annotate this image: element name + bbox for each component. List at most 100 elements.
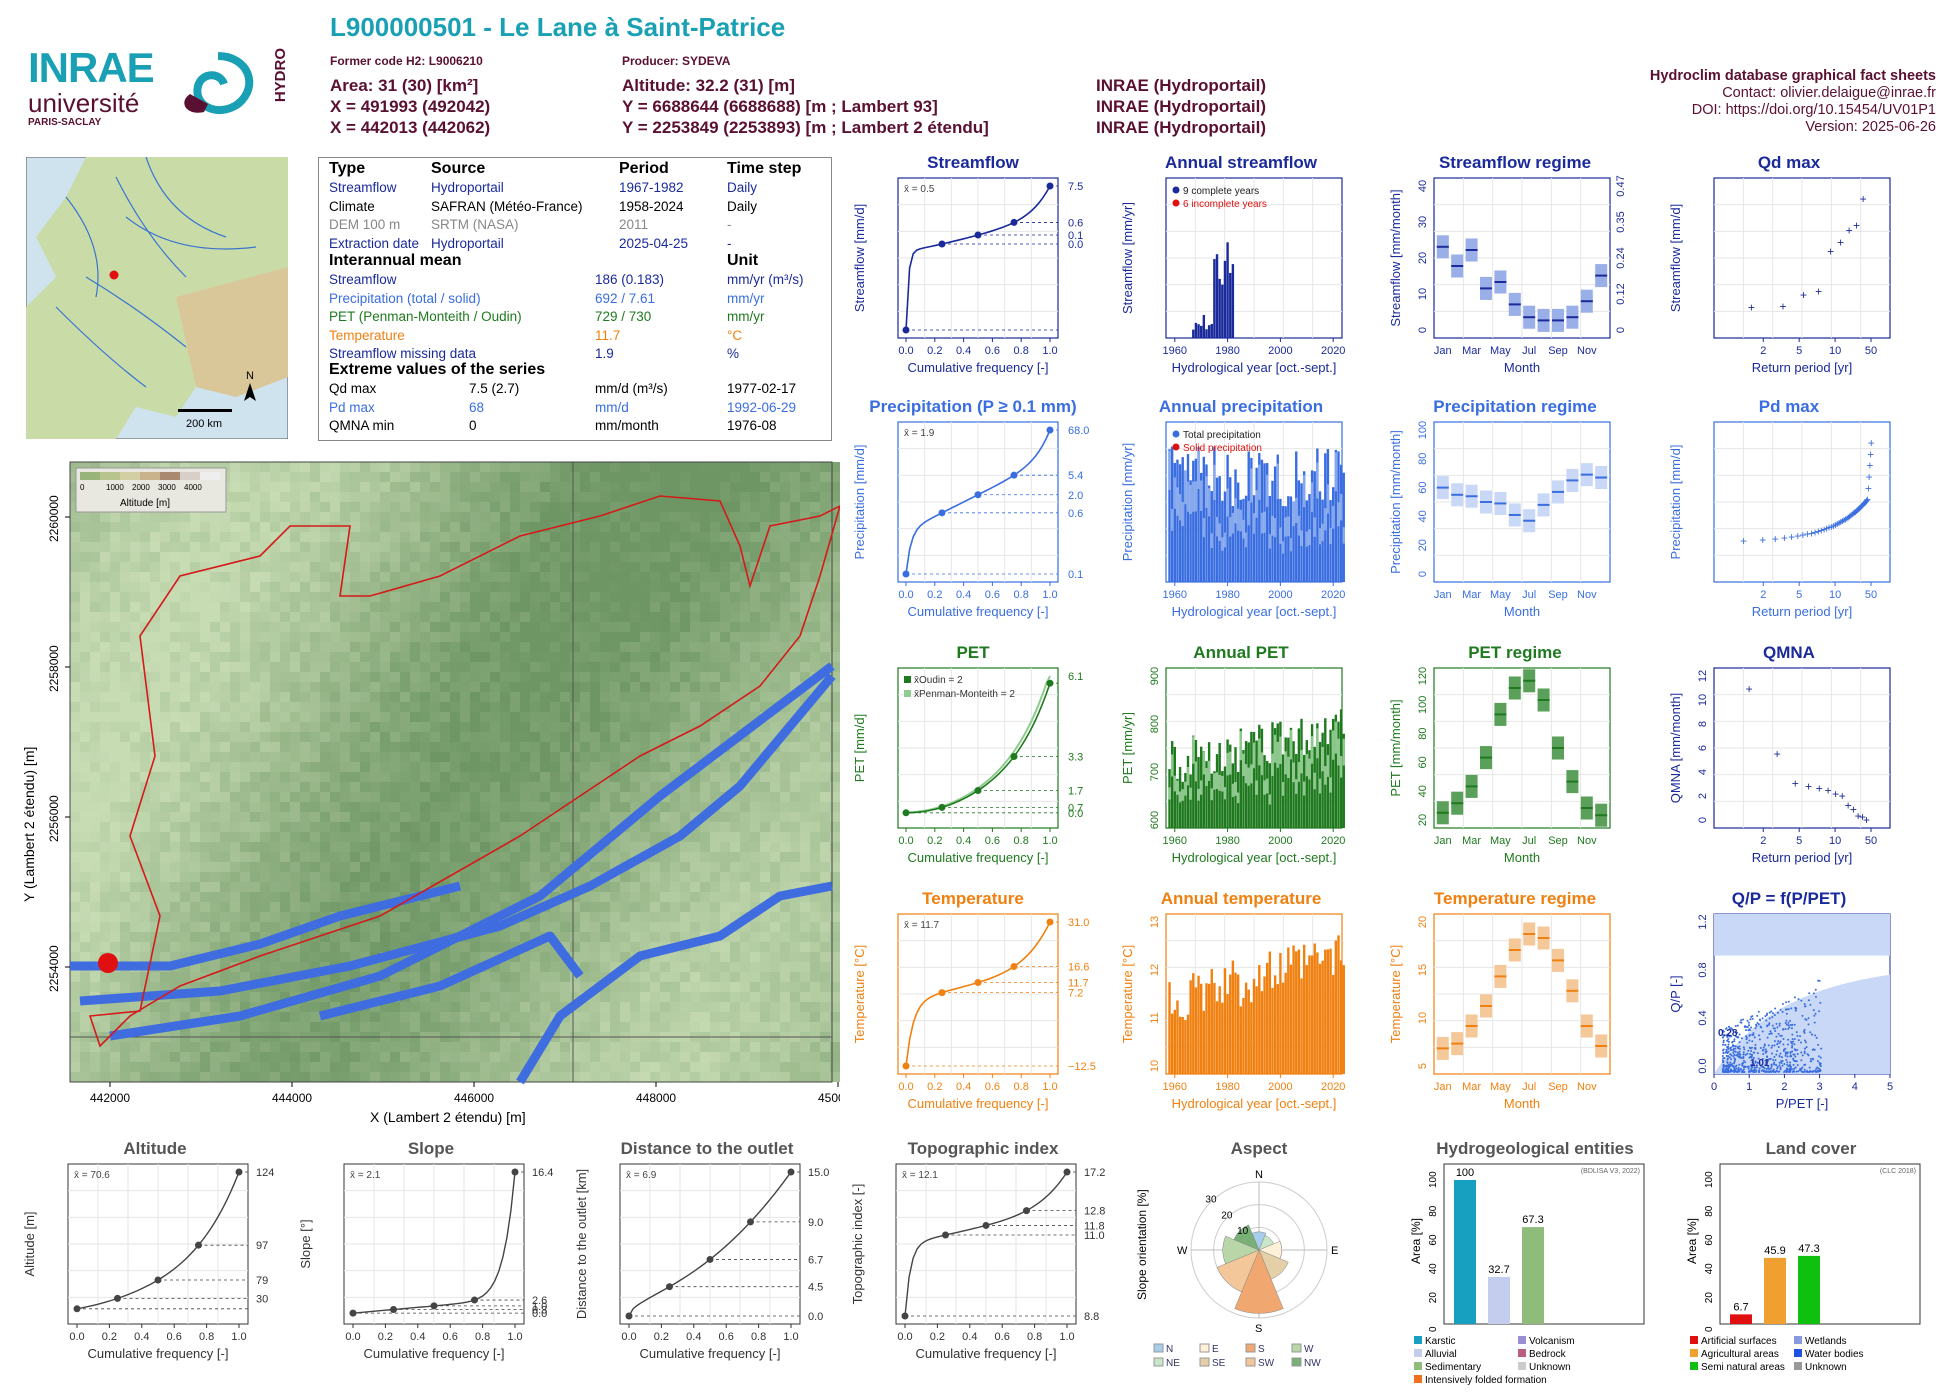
quantile-label: 15.0 [808, 1167, 829, 1179]
point [1793, 1064, 1795, 1066]
dir-label: E [1331, 1245, 1338, 1257]
point [1742, 1062, 1744, 1064]
point [1791, 1024, 1793, 1026]
bar [1192, 461, 1194, 582]
point [1780, 1060, 1782, 1062]
x-tick-label: Nov [1577, 589, 1597, 601]
point [1756, 1025, 1758, 1027]
point [1727, 1059, 1729, 1061]
point [1797, 1064, 1799, 1066]
legend-entry: Karstic [1425, 1336, 1456, 1347]
point [1747, 1050, 1749, 1052]
point [1772, 1059, 1774, 1061]
ring-label: 20 [1221, 1210, 1233, 1221]
point [1813, 992, 1815, 994]
bar [1211, 324, 1213, 338]
point [1809, 1031, 1811, 1033]
x-axis-label: Cumulative frequency [-] [908, 360, 1049, 375]
point [1752, 1071, 1754, 1073]
bar [1337, 935, 1339, 1074]
x-tick-label: Mar [1462, 345, 1481, 357]
x-tick-label: 50 [1865, 589, 1877, 601]
y-axis-label: Topographic index [-] [850, 1184, 865, 1305]
y-tick-label: 0.12 [1615, 283, 1627, 304]
y-tick-label: 80 [1704, 1205, 1715, 1217]
y-tick-label: 20 [1417, 814, 1429, 826]
legend-entry: Semi natural areas [1701, 1362, 1785, 1373]
point [1748, 1035, 1750, 1037]
point [1810, 1058, 1812, 1060]
x-tick-label: 442000 [90, 1091, 130, 1105]
point [1779, 1064, 1781, 1066]
bar [1176, 1000, 1178, 1074]
x-tick-label: May [1490, 589, 1511, 601]
point [1791, 1047, 1793, 1049]
point [1733, 1062, 1735, 1064]
mean-row-2: 1.9 [595, 346, 614, 361]
point [1816, 1037, 1818, 1039]
point [1779, 1025, 1781, 1027]
point [1731, 1054, 1733, 1056]
y-tick-label: 60 [1428, 1234, 1439, 1246]
x-axis-label: Cumulative frequency [-] [640, 1346, 781, 1361]
x-tick-label: 1 [1746, 1081, 1752, 1093]
legend-entry: E [1212, 1344, 1219, 1355]
y-tick-label: 60 [1704, 1234, 1715, 1246]
y-tick-label: 800 [1149, 715, 1161, 733]
point [1789, 1052, 1791, 1054]
x-tick-label: 0.2 [102, 1331, 117, 1343]
chart-title: Annual streamflow [1165, 153, 1318, 172]
point [1804, 1052, 1806, 1054]
y-tick-label: 0.24 [1615, 247, 1627, 268]
point [1788, 1026, 1790, 1028]
x-axis-label: Hydrological year [oct.-sept.] [1172, 604, 1337, 619]
bar [1195, 987, 1197, 1074]
bar [1343, 965, 1345, 1074]
y-axis-label: Streamflow [mm/yr] [1120, 202, 1135, 314]
point [1776, 1026, 1778, 1028]
point [1775, 1023, 1777, 1025]
y-axis-label: Precipitation [mm/month] [1390, 430, 1403, 574]
x-tick-label: 2000 [1268, 1081, 1292, 1093]
point [1785, 1055, 1787, 1057]
point [1817, 1044, 1819, 1046]
point [1735, 1025, 1737, 1027]
point [1775, 1064, 1777, 1066]
y-axis-label: Streamflow [mm/month] [1390, 189, 1403, 326]
point [1722, 1070, 1724, 1072]
bar [1208, 984, 1210, 1074]
legend-entry: Unknown [1805, 1362, 1847, 1373]
x-tick-label: 0.2 [654, 1331, 669, 1343]
bar [1195, 323, 1197, 338]
y-tick-label: 12 [1149, 964, 1161, 976]
point [1738, 1045, 1740, 1047]
former-code: Former code H2: L9006210 [330, 54, 483, 68]
point [1754, 1036, 1756, 1038]
bar [1203, 315, 1205, 338]
bar [1184, 1020, 1186, 1074]
point [1792, 1041, 1794, 1043]
point [1730, 1049, 1732, 1051]
point [1814, 1049, 1816, 1051]
x-tick-label: 2000 [1268, 345, 1292, 357]
point [1737, 1052, 1739, 1054]
x-axis-label: Month [1504, 850, 1540, 865]
x-axis-label: Cumulative frequency [-] [908, 1096, 1049, 1111]
point [1793, 1068, 1795, 1070]
point [1723, 1040, 1725, 1042]
point [1769, 1012, 1771, 1014]
point [1769, 1030, 1771, 1032]
info-row-2: 1967-1982 [619, 180, 684, 195]
legend-entry: SW [1258, 1358, 1275, 1369]
point [1771, 1016, 1773, 1018]
point [1805, 1041, 1807, 1043]
point [1782, 1038, 1784, 1040]
quantile-label: 31.0 [1068, 917, 1089, 929]
point: + [1740, 534, 1747, 548]
bar-label: 47.3 [1798, 1243, 1819, 1255]
bar [1319, 964, 1321, 1074]
